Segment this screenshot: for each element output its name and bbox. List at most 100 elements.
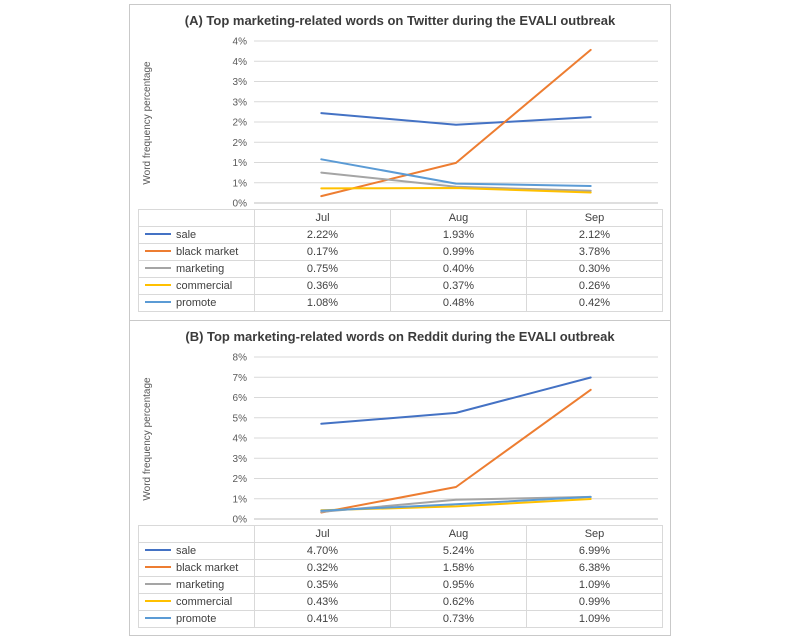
- table-row: commercial 0.36% 0.37% 0.26%: [138, 277, 663, 295]
- y-tick-label: 7%: [233, 372, 248, 383]
- chart-a-plot: Word frequency percentage 0% 1% 1% 2% 2% 3% 3%…: [142, 37, 658, 210]
- series-name-cell: black market: [138, 558, 255, 577]
- value-cell: 1.09%: [526, 575, 663, 594]
- series-line-promote: [320, 495, 592, 512]
- y-tick-label: 1%: [233, 178, 248, 189]
- table-row: marketing 0.75% 0.40% 0.30%: [138, 260, 663, 278]
- y-tick-label: 4%: [233, 57, 248, 68]
- y-tick-label: 6%: [233, 393, 248, 404]
- table-row: promote 0.41% 0.73% 1.09%: [138, 609, 663, 628]
- corner-cell: [138, 209, 255, 227]
- series-name-cell: commercial: [138, 277, 255, 295]
- series-line-marketing: [320, 171, 592, 192]
- value-cell: 0.30%: [526, 260, 663, 278]
- value-cell: 2.22%: [254, 226, 391, 244]
- chart-b-data-table: Jul Aug Sep sale 4.70% 5.24% 6.99% black market…: [138, 524, 663, 628]
- y-tick-label: 0%: [233, 514, 248, 525]
- series-name: commercial: [176, 280, 233, 292]
- table-row: black market 0.17% 0.99% 3.78%: [138, 243, 663, 261]
- category-header: Sep: [526, 524, 663, 543]
- series-name-cell: commercial: [138, 592, 255, 611]
- category-header: Aug: [390, 524, 527, 543]
- value-cell: 4.70%: [254, 541, 391, 560]
- category-header: Sep: [526, 209, 663, 227]
- series-name: sale: [176, 544, 197, 557]
- value-cell: 6.38%: [526, 558, 663, 577]
- value-cell: 0.99%: [526, 592, 663, 611]
- value-cell: 0.48%: [390, 294, 527, 312]
- legend-key-icon: [145, 565, 171, 568]
- series-line-black-market: [320, 48, 592, 198]
- figure-panel: (A) Top marketing-related words on Twitt…: [129, 4, 671, 636]
- chart-a-title: (A) Top marketing-related words on Twitt…: [184, 13, 616, 28]
- value-cell: 0.35%: [254, 575, 391, 594]
- series-line-sale: [320, 112, 592, 126]
- series-name-cell: sale: [138, 541, 255, 560]
- value-cell: 6.99%: [526, 541, 663, 560]
- y-tick-label: 3%: [233, 453, 248, 464]
- chart-a-plot-area: 0% 1% 1% 2% 2% 3% 3% 4% 4%: [233, 37, 658, 210]
- value-cell: 0.62%: [390, 592, 527, 611]
- legend-key-icon: [145, 284, 171, 287]
- series-name: black market: [176, 246, 239, 258]
- category-header: Aug: [390, 209, 527, 227]
- y-tick-label: 4%: [233, 37, 248, 48]
- value-cell: 0.40%: [390, 260, 527, 278]
- series-name-cell: promote: [138, 609, 255, 628]
- value-cell: 0.75%: [254, 260, 391, 278]
- table-row: black market 0.32% 1.58% 6.38%: [138, 558, 663, 577]
- y-tick-label: 2%: [233, 138, 248, 149]
- chart-a-data-table: Jul Aug Sep sale 2.22% 1.93% 2.12% black market…: [138, 209, 663, 312]
- legend-key-icon: [145, 582, 171, 585]
- value-cell: 0.17%: [254, 243, 391, 261]
- table-row: promote 1.08% 0.48% 0.42%: [138, 294, 663, 312]
- value-cell: 2.12%: [526, 226, 663, 244]
- chart-a-y-axis-title: Word frequency percentage: [142, 61, 153, 185]
- series-name-cell: black market: [138, 243, 255, 261]
- table-row: commercial 0.43% 0.62% 0.99%: [138, 592, 663, 611]
- chart-a-panel: (A) Top marketing-related words on Twitt…: [130, 5, 670, 320]
- table-header-row: Jul Aug Sep: [138, 209, 663, 227]
- chart-b-plot: Word frequency percentage 0% 1% 2% 3% 4% 5% 6%…: [142, 352, 658, 525]
- table-row: sale 4.70% 5.24% 6.99%: [138, 541, 663, 560]
- y-tick-label: 1%: [233, 158, 248, 169]
- y-tick-label: 8%: [233, 352, 248, 363]
- value-cell: 0.26%: [526, 277, 663, 295]
- y-tick-label: 2%: [233, 118, 248, 129]
- series-name-cell: marketing: [138, 575, 255, 594]
- y-tick-label: 0%: [233, 199, 248, 210]
- chart-b-plot-area: 0% 1% 2% 3% 4% 5% 6% 7% 8%: [233, 352, 658, 525]
- series-line-black-market: [320, 388, 592, 513]
- value-cell: 1.93%: [390, 226, 527, 244]
- series-name-cell: sale: [138, 226, 255, 244]
- value-cell: 0.99%: [390, 243, 527, 261]
- series-name: marketing: [176, 263, 225, 275]
- y-tick-label: 4%: [233, 433, 248, 444]
- legend-key-icon: [145, 548, 171, 551]
- value-cell: 3.78%: [526, 243, 663, 261]
- value-cell: 0.41%: [254, 609, 391, 628]
- value-cell: 5.24%: [390, 541, 527, 560]
- chart-b-y-axis-title: Word frequency percentage: [142, 376, 153, 500]
- series-name: promote: [176, 612, 217, 625]
- value-cell: 0.36%: [254, 277, 391, 295]
- value-cell: 0.32%: [254, 558, 391, 577]
- y-tick-label: 1%: [233, 494, 248, 505]
- legend-key-icon: [145, 301, 171, 304]
- legend-key-icon: [145, 267, 171, 270]
- series-name-cell: promote: [138, 294, 255, 312]
- category-header: Jul: [254, 524, 391, 543]
- table-row: marketing 0.35% 0.95% 1.09%: [138, 575, 663, 594]
- legend-key-icon: [145, 250, 171, 253]
- chart-b-panel: (B) Top marketing-related words on Reddi…: [130, 319, 670, 636]
- category-header: Jul: [254, 209, 391, 227]
- y-tick-label: 2%: [233, 474, 248, 485]
- series-name: sale: [176, 229, 197, 241]
- legend-key-icon: [145, 616, 171, 619]
- value-cell: 0.73%: [390, 609, 527, 628]
- series-name-cell: marketing: [138, 260, 255, 278]
- series-name: black market: [176, 561, 239, 574]
- chart-b-title: (B) Top marketing-related words on Reddi…: [185, 328, 615, 344]
- value-cell: 0.43%: [254, 592, 391, 611]
- table-header-row: Jul Aug Sep: [138, 524, 663, 543]
